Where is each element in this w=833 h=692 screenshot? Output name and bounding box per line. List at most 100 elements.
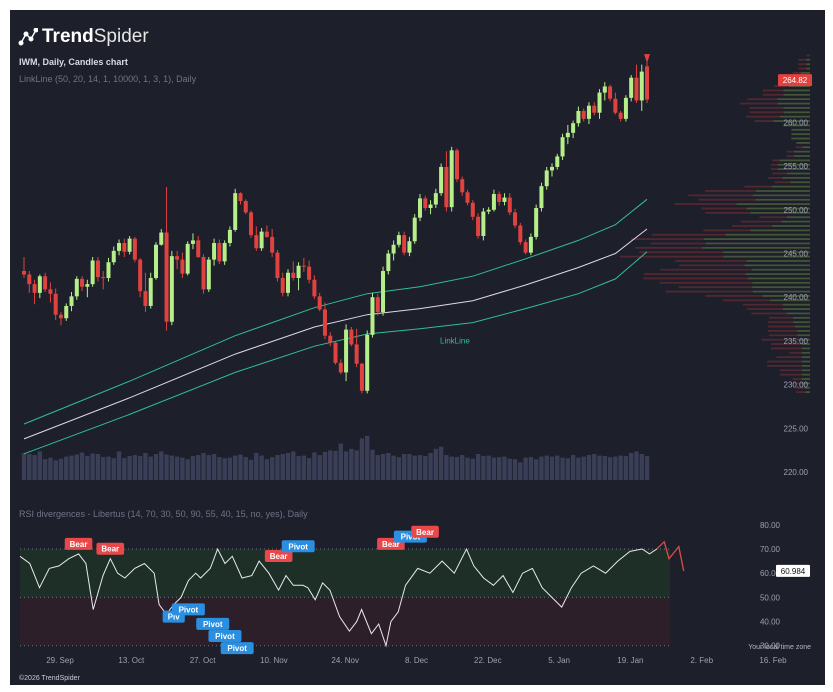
volume-bar — [164, 454, 169, 480]
candle-body — [312, 279, 317, 297]
candle-body — [101, 277, 106, 279]
spider-icon — [18, 28, 38, 46]
volume-profile-bar — [754, 120, 774, 122]
candle-body — [307, 266, 312, 280]
candle-body — [565, 132, 570, 138]
volume-bar — [211, 454, 217, 480]
volume-bar — [644, 456, 650, 480]
volume-bar — [259, 455, 264, 480]
candle-body — [602, 86, 607, 93]
volume-profile-bar — [786, 216, 810, 219]
volume-profile-bar — [650, 242, 706, 245]
volume-bar — [533, 459, 539, 480]
volume-profile-bar — [767, 330, 798, 332]
volume-profile-bar — [772, 159, 780, 162]
volume-bar — [623, 456, 629, 480]
linkline-label: LinkLine — [440, 337, 470, 346]
candle-body — [623, 97, 628, 119]
rsi-current-badge — [776, 564, 810, 577]
volume-bar — [449, 456, 454, 480]
volume-bar — [169, 455, 175, 480]
rsi-line — [19, 540, 685, 648]
volume-profile-bar — [802, 146, 810, 149]
volume-profile-bar — [770, 163, 779, 166]
volume-bar — [227, 457, 233, 480]
candle-body — [264, 231, 269, 237]
volume-bar — [37, 451, 43, 480]
candle-body — [470, 202, 475, 217]
volume-profile-bar — [783, 89, 810, 92]
price-tick-label: 225.00 — [784, 424, 809, 433]
volume-profile-bar — [635, 246, 703, 249]
candle-body — [539, 186, 544, 209]
candle-body — [391, 244, 396, 254]
volume-profile-bar — [801, 369, 810, 372]
volume-bar — [222, 458, 227, 480]
candle-body — [507, 197, 512, 213]
volume-bar — [470, 458, 475, 480]
candle-body — [132, 238, 137, 260]
rsi-tick-label: 30.00 — [760, 642, 781, 651]
candle-body — [523, 242, 528, 253]
candle-body — [328, 335, 333, 343]
candle-body — [597, 92, 602, 113]
volume-bar — [312, 452, 317, 480]
volume-profile-bar — [767, 176, 783, 179]
volume-bar — [444, 455, 449, 480]
timezone-label[interactable]: Your local time zone — [748, 644, 811, 651]
candle-body — [449, 150, 454, 208]
volume-profile-bar — [752, 290, 810, 293]
candle-body — [80, 278, 85, 287]
volume-bar — [380, 454, 386, 480]
volume-profile-bar — [791, 137, 810, 140]
volume-bar — [79, 452, 85, 480]
volume-profile-bar — [793, 321, 810, 324]
volume-profile-bar — [795, 146, 803, 149]
candle-body — [550, 166, 554, 171]
volume-profile-bar — [782, 176, 810, 179]
volume-bar — [238, 454, 243, 480]
x-tick-label: 2. Feb — [690, 656, 713, 665]
volume-profile-bar — [796, 386, 806, 389]
candle-body — [412, 217, 417, 242]
rsi-chart[interactable]: 30.00 40.00 50.00 60.00 70.00 80.00 60.984 Bear… — [10, 505, 825, 680]
volume-profile-bar — [749, 111, 784, 114]
volume-bar — [185, 459, 190, 480]
volume-profile-bar — [791, 128, 810, 131]
volume-bar — [586, 455, 592, 480]
price-chart[interactable]: LinkLine 220.00 225.00 230.00 235.00 240.00 24… — [10, 10, 825, 510]
candle-body — [64, 305, 69, 319]
candle-body — [576, 110, 581, 124]
divergence-badge-label: Pivot — [203, 620, 223, 629]
price-tick-label: 220.00 — [784, 468, 809, 477]
candle-body — [117, 243, 122, 251]
volume-profile-bar — [806, 67, 810, 70]
candle-body — [85, 284, 90, 287]
volume-profile-bar — [688, 194, 753, 197]
divergence-badge-label: Pivot — [401, 533, 421, 542]
divergence-badge-label: Piv — [168, 613, 181, 622]
candle-body — [481, 211, 486, 237]
volume-bar — [359, 438, 365, 480]
candle-body — [555, 156, 560, 167]
volume-profile-bar — [732, 225, 773, 227]
volume-bar — [423, 456, 428, 480]
volume-profile-bar — [747, 277, 810, 280]
volume-bar — [127, 456, 132, 480]
volume-bar — [85, 456, 90, 480]
volume-profile-bar — [639, 251, 724, 254]
volume-profile-bar — [751, 312, 787, 315]
volume-bar — [328, 450, 333, 480]
volume-bar — [291, 451, 296, 480]
candle-body — [608, 86, 613, 99]
divergence-badge — [96, 542, 125, 555]
volume-profile-bar — [797, 330, 810, 332]
x-tick-label: 5. Jan — [548, 656, 570, 665]
rsi-header: RSI divergences - Libertus (14, 70, 30, … — [19, 509, 308, 519]
rsi-bull-zone — [20, 549, 670, 598]
volume-profile-bar — [801, 343, 810, 345]
volume-profile-bar — [786, 172, 810, 175]
volume-profile-bar — [771, 185, 810, 188]
volume-bar — [486, 455, 491, 480]
volume-bar — [275, 455, 280, 480]
